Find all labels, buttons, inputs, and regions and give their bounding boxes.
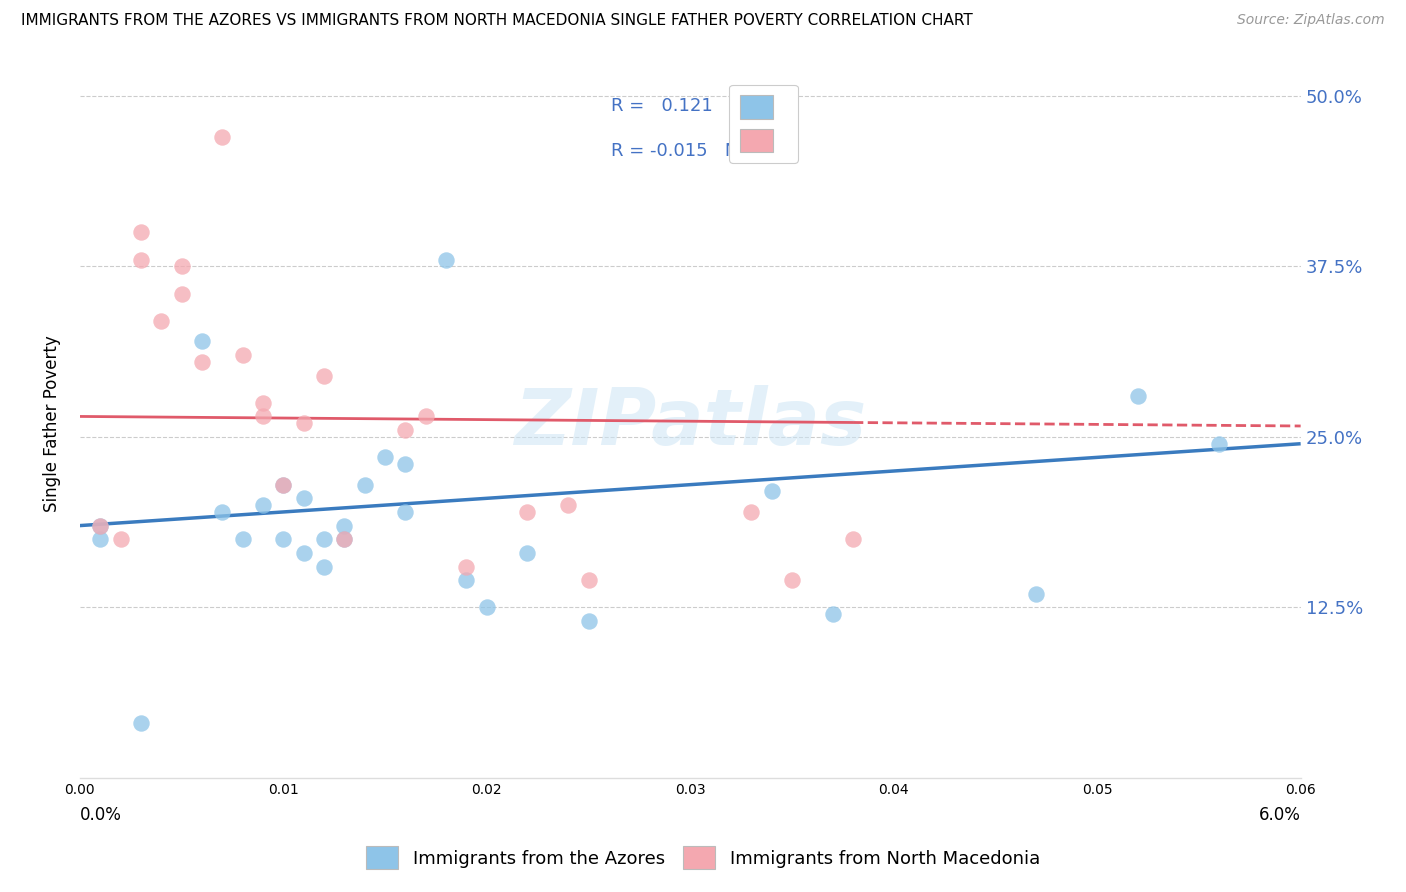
Point <box>89 518 111 533</box>
Point <box>1025 587 1047 601</box>
Point <box>89 533 111 547</box>
Point <box>394 423 416 437</box>
Point <box>89 518 111 533</box>
Point <box>415 409 437 424</box>
Point <box>1208 436 1230 450</box>
Point <box>150 314 173 328</box>
Text: ZIPatlas: ZIPatlas <box>515 385 866 461</box>
Point <box>312 559 335 574</box>
Point <box>516 546 538 560</box>
Point <box>333 518 356 533</box>
Text: IMMIGRANTS FROM THE AZORES VS IMMIGRANTS FROM NORTH MACEDONIA SINGLE FATHER POVE: IMMIGRANTS FROM THE AZORES VS IMMIGRANTS… <box>21 13 973 29</box>
Point <box>252 409 274 424</box>
Point <box>394 505 416 519</box>
Point <box>170 260 193 274</box>
Point <box>211 505 233 519</box>
Point <box>434 252 457 267</box>
Point <box>333 533 356 547</box>
Point <box>740 505 762 519</box>
Y-axis label: Single Father Poverty: Single Father Poverty <box>44 334 60 512</box>
Point <box>191 334 214 349</box>
Legend: , : , <box>730 85 797 162</box>
Text: Source: ZipAtlas.com: Source: ZipAtlas.com <box>1237 13 1385 28</box>
Point <box>252 498 274 512</box>
Point <box>129 225 152 239</box>
Point <box>516 505 538 519</box>
Point <box>578 573 600 587</box>
Point <box>273 477 295 491</box>
Point <box>312 368 335 383</box>
Point <box>394 457 416 471</box>
Point <box>191 355 214 369</box>
Point <box>761 484 783 499</box>
Legend: Immigrants from the Azores, Immigrants from North Macedonia: Immigrants from the Azores, Immigrants f… <box>357 838 1049 879</box>
Point <box>292 491 315 506</box>
Text: R = -0.015   N = 25: R = -0.015 N = 25 <box>610 142 787 160</box>
Point <box>374 450 396 465</box>
Point <box>312 533 335 547</box>
Point <box>842 533 865 547</box>
Point <box>780 573 803 587</box>
Point <box>557 498 579 512</box>
Point <box>333 533 356 547</box>
Text: 6.0%: 6.0% <box>1258 806 1301 824</box>
Point <box>232 533 254 547</box>
Point <box>475 600 498 615</box>
Point <box>211 129 233 144</box>
Point <box>292 546 315 560</box>
Point <box>821 607 844 622</box>
Point <box>232 348 254 362</box>
Point <box>273 533 295 547</box>
Point <box>456 573 478 587</box>
Point <box>129 716 152 731</box>
Point <box>170 286 193 301</box>
Point <box>578 614 600 628</box>
Point <box>273 477 295 491</box>
Point <box>353 477 375 491</box>
Point <box>252 396 274 410</box>
Text: 0.0%: 0.0% <box>80 806 122 824</box>
Point <box>129 252 152 267</box>
Point <box>110 533 132 547</box>
Point <box>456 559 478 574</box>
Point <box>1126 389 1149 403</box>
Point <box>292 417 315 431</box>
Text: R =   0.121   N = 29: R = 0.121 N = 29 <box>610 97 793 115</box>
